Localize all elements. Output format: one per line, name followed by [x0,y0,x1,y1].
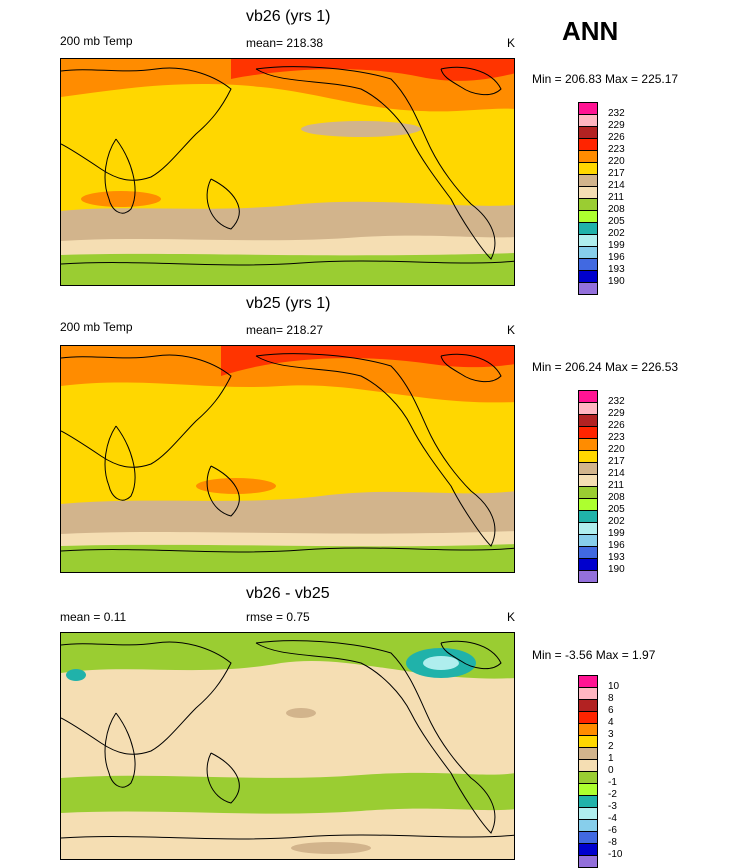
panel-2-tick-label: 214 [608,468,625,479]
panel-1-tick-label: 199 [608,240,625,251]
coastlines [61,640,514,840]
panel-3-tick-label: 0 [608,765,614,776]
panel-2-minmax: Min = 206.24 Max = 226.53 [532,360,679,374]
panel-1-title: vb26 (yrs 1) [246,8,331,25]
panel-1-minmax: Min = 206.83 Max = 225.17 [532,72,679,86]
panel-1-tick-label: 196 [608,252,625,263]
panel-2-tick-label: 229 [608,408,625,419]
panel-1-map [60,58,515,286]
warm-patch-indian [81,191,161,207]
band-mid [61,660,514,783]
panel-3-tick-label: -4 [608,813,617,824]
panel-2-field [61,346,514,572]
panel-3-tick-label: -6 [608,825,617,836]
cool-patch-pacific [301,121,421,137]
panel-2-tick-label: 208 [608,492,625,503]
panel-3-rmse: rmse = 0.75 [246,610,310,624]
coastlines [61,353,514,553]
panel-3-tick-label: 1 [608,753,614,764]
panel-2-units: K [507,323,516,337]
panel-1-tick-label: 232 [608,108,625,119]
panel-3-tick-label: 3 [608,729,614,740]
panel-1-tick-label: 208 [608,204,625,215]
panel-3-mean: mean = 0.11 [60,610,127,624]
panel-3-title: vb26 - vb25 [246,585,330,602]
panel-1-swatch-15 [578,282,598,295]
panel-2-map [60,345,515,573]
panel-3-tick-label: -8 [608,837,617,848]
panel-3-tick-label: 6 [608,705,614,716]
panel-2-tick-label: 220 [608,444,625,455]
panel-1-tick-label: 223 [608,144,625,155]
band-mid [61,382,514,516]
panel-2-tick-label: 190 [608,564,625,575]
panel-3-tick-label: -1 [608,777,617,788]
panel-1-tick-label: 217 [608,168,625,179]
panel-3-field [61,633,514,859]
panel-2-mean: mean= 218.27 [246,323,324,337]
panel-1-tick-label: 226 [608,132,625,143]
panel-2-tick-label: 211 [608,480,624,491]
panel-2-tick-label: 217 [608,456,625,467]
panel-2-tick-label: 226 [608,420,625,431]
panel-2-tick-label: 199 [608,528,625,539]
panel-1-tick-label: 205 [608,216,625,227]
panel-1-tick-label: 214 [608,180,625,191]
band-sh-polar [61,808,514,859]
panel-1-tick-label: 229 [608,120,625,131]
band-sh-polar [61,253,514,285]
panel-1-tick-label: 202 [608,228,625,239]
panel-3-units: K [507,610,516,624]
panel-2-swatch-15 [578,570,598,583]
band-sh-polar [61,544,514,572]
panel-1-tick-label: 193 [608,264,625,275]
panel-2-tick-label: 205 [608,504,625,515]
warm-anomaly-pacific [286,708,316,718]
panel-3-tick-label: 10 [608,681,620,692]
panel-2-title: vb25 (yrs 1) [246,295,331,312]
panel-1-variable: 200 mb Temp [60,34,133,48]
panel-2-variable: 200 mb Temp [60,320,133,334]
band-tropics [61,150,514,217]
panel-3-tick-label: 4 [608,717,614,728]
panel-3-tick-label: -10 [608,849,623,860]
panel-2-tick-label: 232 [608,396,625,407]
panel-1-units: K [507,36,516,50]
panel-2-colorbar: 232 229 226 223 220 217 214 211 208 205 202 199 196 1… [578,390,625,583]
panel-3-map [60,632,515,860]
panel-2-tick-label: 202 [608,516,625,527]
warm-anomaly-south [291,842,371,854]
cool-anomaly-core [423,656,459,670]
panel-1-tick-label: 190 [608,276,625,287]
panel-1-mean: mean= 218.38 [246,36,324,50]
panel-3-tick-label: -2 [608,789,617,800]
warm-core-north [231,59,514,81]
warm-patch-australia [196,478,276,494]
cool-anomaly-west [66,669,86,681]
panel-3-swatch-15 [578,855,598,868]
season-label: ANN [562,16,619,46]
panel-2-tick-label: 193 [608,552,625,563]
panel-3-tick-label: 2 [608,741,614,752]
panel-3-tick-label: -3 [608,801,617,812]
coastlines [61,66,514,266]
panel-2-tick-label: 223 [608,432,625,443]
panel-2-tick-label: 196 [608,540,625,551]
panel-3-tick-label: 8 [608,693,614,704]
panel-1-field [61,59,514,285]
panel-3-colorbar: 10 8 6 4 3 2 1 0 -1 -2 -3 -4 -6 -8 -10 [578,675,622,868]
panel-3-minmax: Min = -3.56 Max = 1.97 [532,648,656,662]
panel-1-tick-label: 211 [608,192,624,203]
panel-1-tick-label: 220 [608,156,625,167]
panel-1-colorbar: 232 229 226 223 220 217 214 211 208 205 202 199 196 1… [578,102,625,295]
